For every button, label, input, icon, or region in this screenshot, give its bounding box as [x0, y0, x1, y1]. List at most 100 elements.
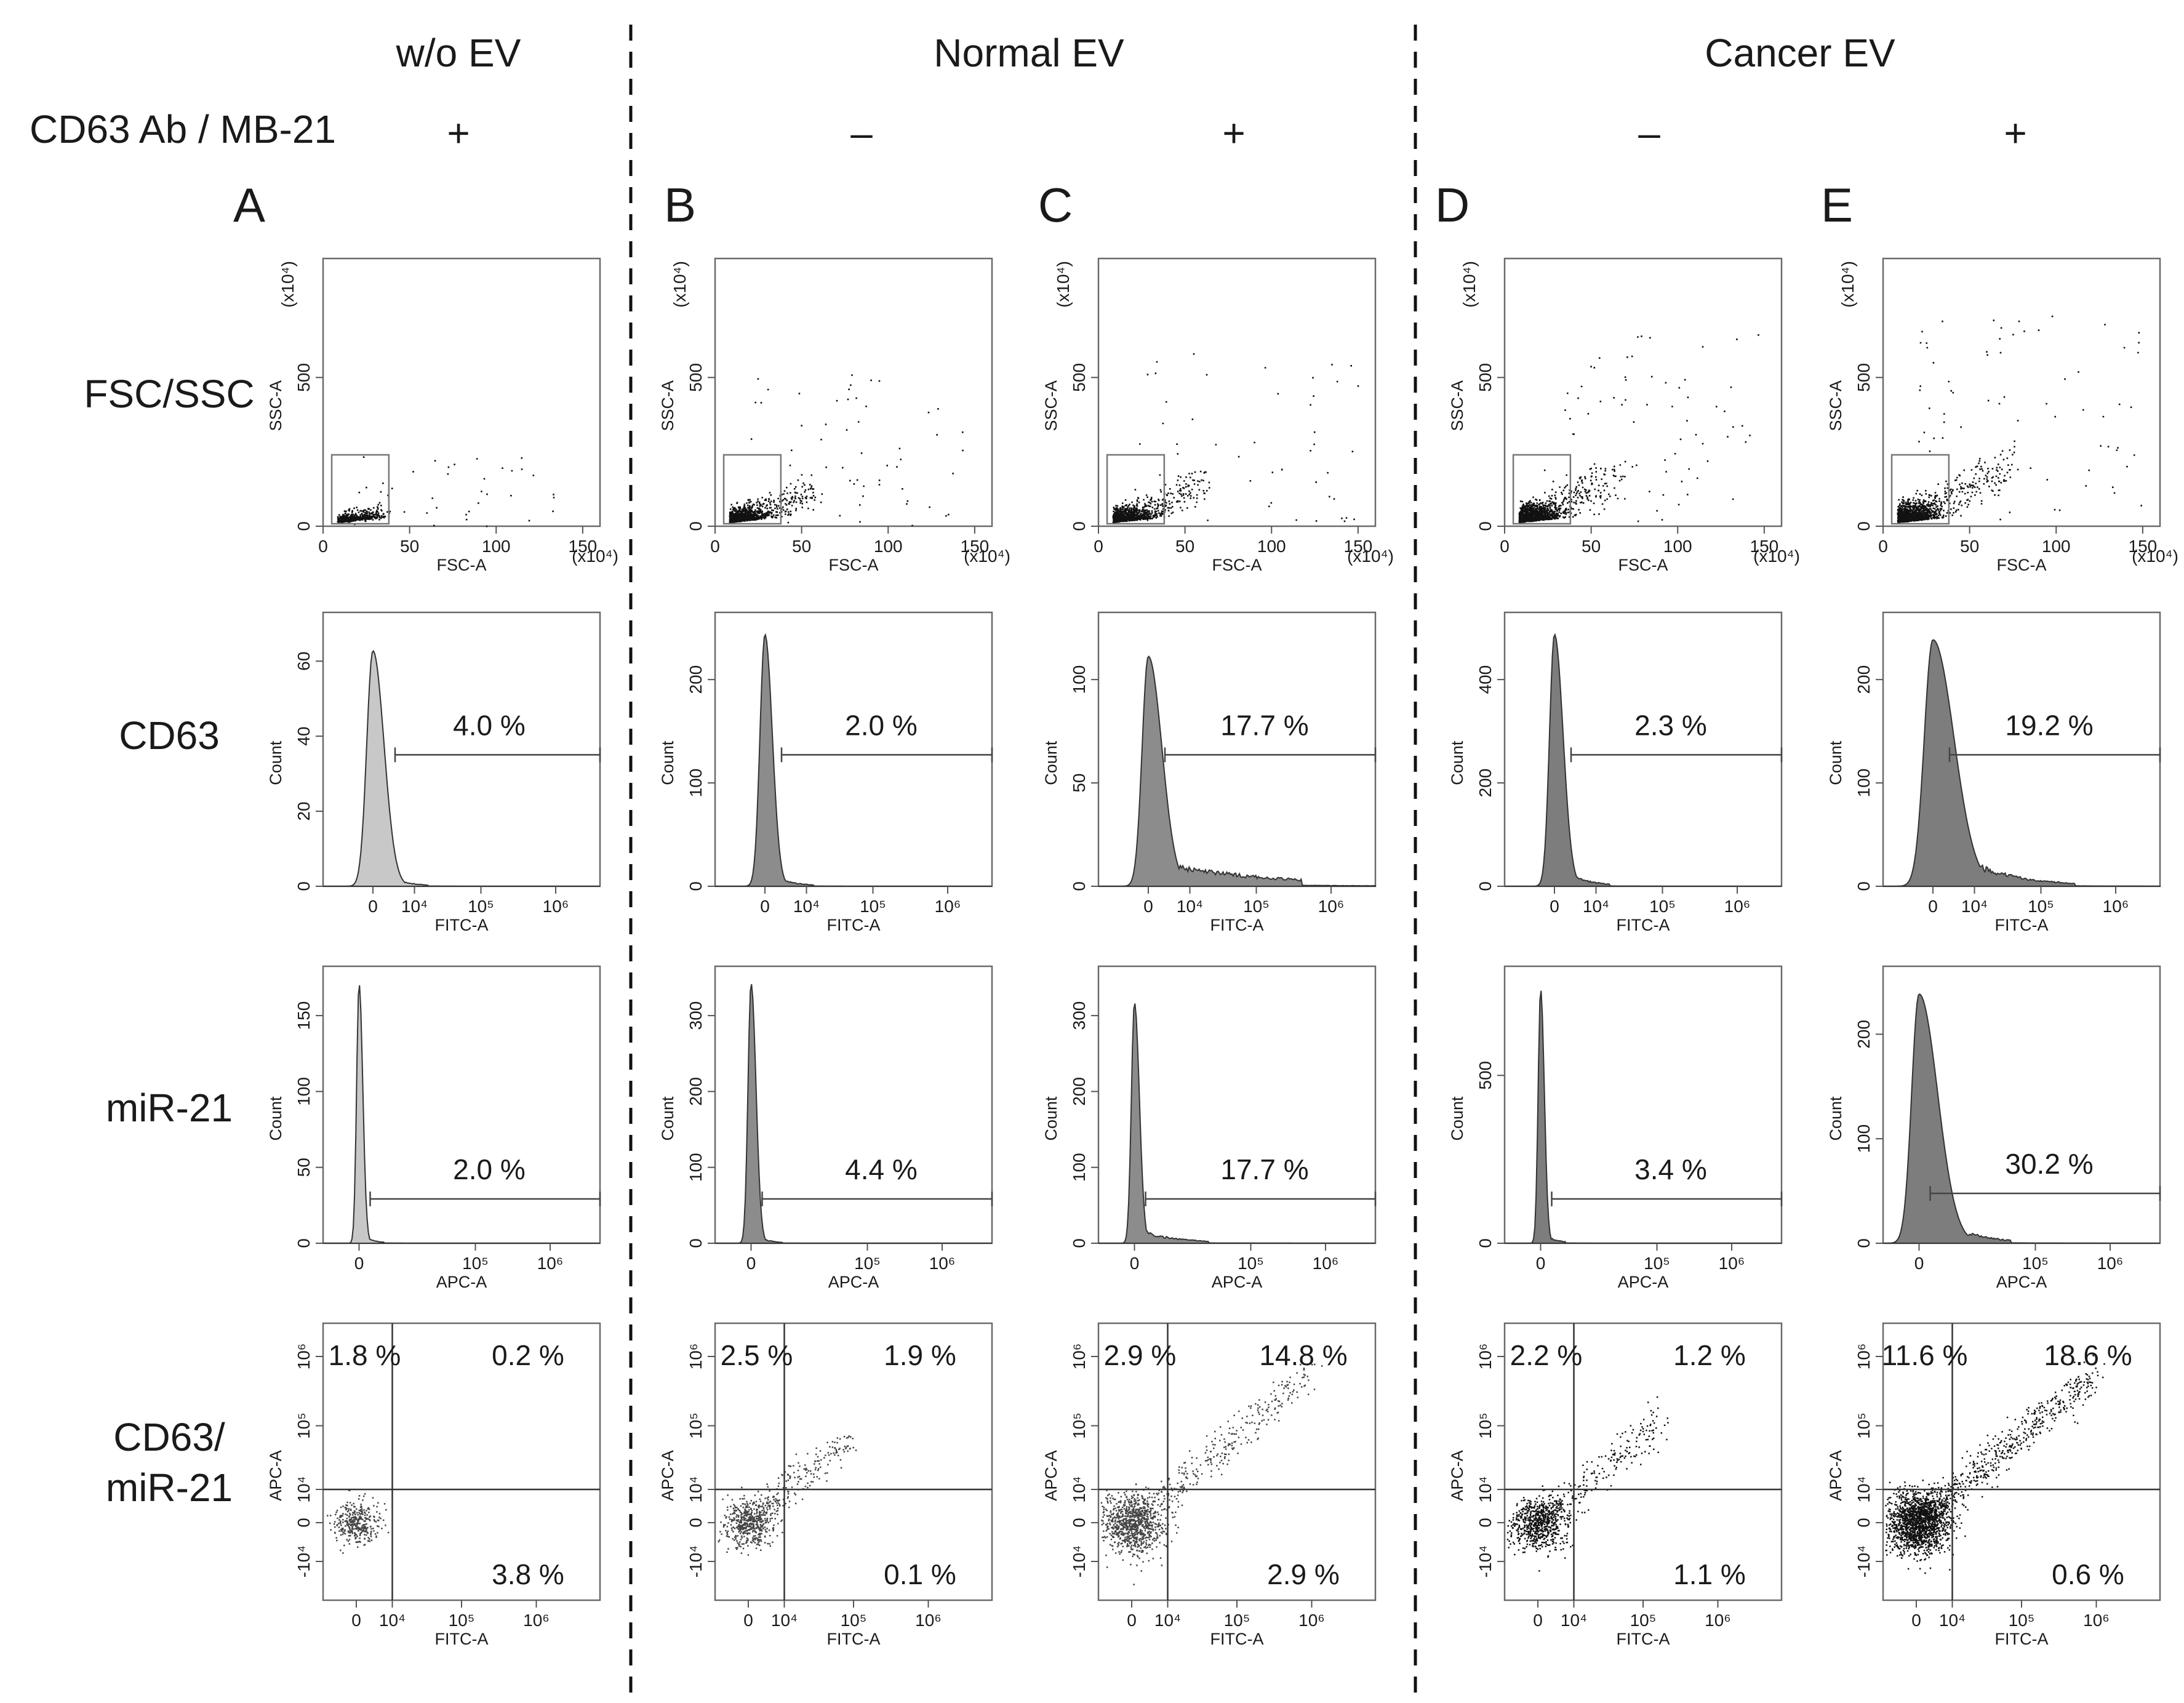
x-tick-label: 10⁵	[1238, 1254, 1264, 1273]
y-multiplier: (x10⁴)	[1460, 261, 1479, 308]
x-axis-title: FITC-A	[435, 1630, 489, 1648]
scatter-events	[1112, 353, 1359, 524]
x-tick-label: 10⁶	[1724, 897, 1751, 916]
lower-right-percent: 1.1 %	[1673, 1558, 1746, 1590]
x-tick-label: 100	[1663, 537, 1692, 556]
y-axis-title: SSC-A	[1826, 380, 1845, 431]
y-tick-label: 10⁶	[686, 1344, 705, 1370]
condition-header: w/o EV	[396, 31, 521, 75]
x-axis-title: FSC-A	[829, 556, 879, 574]
x-tick-label: 10⁵	[1649, 897, 1676, 916]
x-tick-label: 10⁶	[929, 1254, 956, 1273]
y-tick-label: 0	[1070, 521, 1089, 531]
positive-percent: 17.7 %	[1220, 709, 1308, 741]
y-tick-label: 300	[1070, 1001, 1089, 1030]
x-tick-label: 10⁶	[2083, 1611, 2110, 1630]
x-tick-label: 50	[792, 537, 811, 556]
y-tick-label: 0	[294, 1238, 313, 1248]
x-axis-title: FITC-A	[1210, 916, 1264, 934]
x-tick-label: 0	[1928, 897, 1938, 916]
cd63-mir21-quadrant-plot: 2.5 % 1.9 % 0.1 % 0 10⁴ 10⁵ 10⁶ -10⁴ 0 10⁴ 10⁵ 10⁶ F…	[658, 1322, 993, 1648]
positive-percent: 2.0 %	[453, 1153, 526, 1185]
x-tick-label: 10⁶	[2103, 897, 2129, 916]
cd63-mir21-quadrant-plot: 1.8 % 0.2 % 3.8 % 0 10⁴ 10⁵ 10⁶ -10⁴ 0 10⁴ 10⁵ 10⁶ F…	[266, 1322, 601, 1648]
y-tick-label: 50	[1070, 773, 1089, 792]
lower-right-percent: 0.6 %	[2052, 1558, 2124, 1590]
x-tick-label: 10⁶	[523, 1611, 550, 1630]
y-axis-title: Count	[1826, 1096, 1845, 1141]
x-tick-label: 0	[1911, 1611, 1921, 1630]
x-tick-label: 10⁴	[1583, 897, 1609, 916]
x-tick-label: 10⁴	[379, 1611, 406, 1630]
y-multiplier: (x10⁴)	[670, 261, 689, 308]
y-tick-label: 500	[686, 363, 705, 392]
y-tick-label: 200	[1070, 1077, 1089, 1106]
x-tick-label: 10⁵	[2028, 897, 2054, 916]
y-tick-label: 100	[1070, 1153, 1089, 1182]
x-tick-label: 10⁴	[1154, 1611, 1181, 1630]
y-tick-label: -10⁴	[1070, 1545, 1089, 1578]
x-tick-label: 0	[1127, 1611, 1137, 1630]
cd63-mir21-quadrant-plot: 2.9 % 14.8 % 2.9 % 0 10⁴ 10⁵ 10⁶ -10⁴ 0 10⁴ 10⁵ 10⁶…	[1042, 1322, 1377, 1648]
positive-percent: 3.4 %	[1634, 1153, 1707, 1185]
y-tick-label: 10⁵	[1070, 1412, 1089, 1439]
y-tick-label: 10⁵	[686, 1412, 705, 1439]
y-axis-title: APC-A	[1826, 1450, 1845, 1501]
y-tick-label: 0	[294, 521, 313, 531]
y-tick-label: 10⁶	[294, 1344, 313, 1370]
histogram-curve	[1098, 1003, 1375, 1244]
y-tick-label: 0	[1070, 1238, 1089, 1248]
fsc-ssc-plot: 0 50 100 150 0 500 FSC-A SSC-A (x10⁴) (x10⁴)	[658, 257, 1010, 574]
histogram-curve	[715, 633, 992, 887]
x-tick-label: 50	[1175, 537, 1194, 556]
x-axis-title: FITC-A	[1995, 916, 2049, 934]
x-tick-label: 10⁶	[1318, 897, 1345, 916]
lower-right-percent: 3.8 %	[492, 1558, 564, 1590]
y-axis-title: Count	[266, 740, 285, 785]
positive-percent: 4.0 %	[453, 709, 526, 741]
y-tick-label: 10⁵	[294, 1412, 313, 1439]
x-tick-label: 100	[874, 537, 903, 556]
x-multiplier: (x10⁴)	[1347, 547, 1394, 566]
y-tick-label: 20	[294, 802, 313, 821]
x-axis-title: FITC-A	[1995, 1630, 2049, 1648]
y-tick-label: 10⁴	[1854, 1476, 1873, 1502]
y-tick-label: 0	[686, 521, 705, 531]
reagent-sign: +	[2004, 111, 2026, 155]
upper-right-percent: 1.2 %	[1673, 1339, 1746, 1371]
y-multiplier: (x10⁴)	[278, 261, 297, 308]
y-axis-title: SSC-A	[1042, 380, 1060, 431]
y-tick-label: 10⁶	[1854, 1344, 1873, 1370]
plot-frame	[1097, 257, 1377, 527]
x-tick-label: 100	[2042, 537, 2071, 556]
y-tick-label: 0	[686, 881, 705, 891]
histogram-curve	[1505, 633, 1782, 887]
upper-left-percent: 2.2 %	[1510, 1339, 1583, 1371]
x-tick-label: 150	[569, 537, 598, 556]
y-tick-label: -10⁴	[1854, 1545, 1873, 1578]
plot-frame	[1503, 965, 1783, 1244]
x-axis-title: APC-A	[1212, 1273, 1263, 1291]
y-tick-label: 400	[1476, 665, 1495, 694]
x-tick-label: 0	[1878, 537, 1888, 556]
scatter-events	[1518, 334, 1759, 523]
x-tick-label: 10⁶	[935, 897, 961, 916]
y-tick-label: 200	[686, 1077, 705, 1106]
upper-left-percent: 2.9 %	[1104, 1339, 1177, 1371]
x-tick-label: 0	[318, 537, 328, 556]
y-axis-title: APC-A	[1042, 1450, 1060, 1501]
y-multiplier: (x10⁴)	[1054, 261, 1073, 308]
x-tick-label: 10⁶	[543, 897, 569, 916]
x-tick-label: 150	[961, 537, 990, 556]
x-tick-label: 10⁴	[771, 1611, 798, 1630]
x-tick-label: 10⁵	[841, 1611, 867, 1630]
x-tick-label: 10⁶	[1719, 1254, 1745, 1273]
y-tick-label: 100	[686, 1153, 705, 1182]
panel-letter: D	[1435, 178, 1470, 232]
cd63-histogram: 19.2 % 0 10⁴ 10⁵ 10⁶ 0 100 200 FITC-A Count	[1826, 611, 2161, 934]
y-tick-label: -10⁴	[1476, 1545, 1495, 1578]
positive-percent: 2.0 %	[845, 709, 918, 741]
fsc-ssc-plot: 0 50 100 150 0 500 FSC-A SSC-A (x10⁴) (x10⁴)	[1042, 257, 1394, 574]
x-tick-label: 0	[1536, 1254, 1546, 1273]
